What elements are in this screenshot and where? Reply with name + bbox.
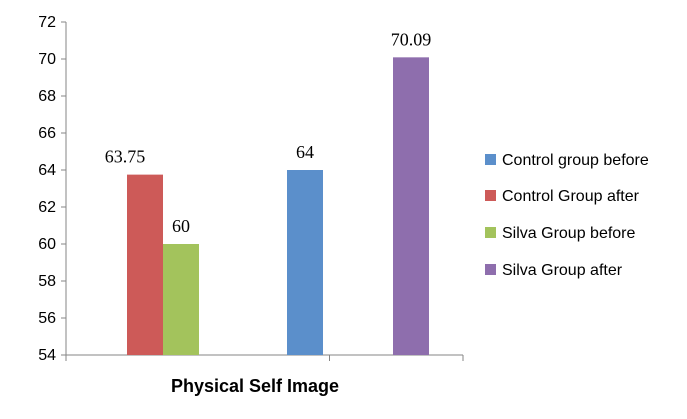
y-tick-label: 54 bbox=[38, 347, 56, 364]
bar-silva-group-after bbox=[393, 57, 429, 356]
legend-swatch bbox=[485, 154, 496, 165]
data-label: 64 bbox=[296, 142, 314, 162]
y-tick-label: 68 bbox=[38, 88, 56, 105]
x-category-label: Physical Self Image bbox=[171, 376, 339, 396]
y-tick-label: 64 bbox=[38, 162, 56, 179]
y-tick-label: 70 bbox=[38, 51, 56, 68]
y-tick-label: 60 bbox=[38, 236, 56, 253]
legend-swatch bbox=[485, 190, 496, 201]
y-tick-label: 66 bbox=[38, 125, 56, 142]
legend-label: Silva Group after bbox=[502, 262, 623, 279]
data-label: 60 bbox=[172, 216, 190, 236]
legend-swatch bbox=[485, 264, 496, 275]
bar-control-group-before bbox=[287, 170, 323, 355]
y-tick-label: 72 bbox=[38, 14, 56, 31]
legend-label: Silva Group before bbox=[502, 225, 636, 242]
legend: Control group before Control Group after S… bbox=[485, 152, 649, 279]
y-tick-label: 58 bbox=[38, 273, 56, 290]
data-labels: 64 63.75 60 70.09 bbox=[105, 29, 432, 236]
data-label: 70.09 bbox=[391, 29, 432, 49]
legend-label: Control Group after bbox=[502, 188, 640, 205]
bar-control-group-after bbox=[127, 174, 163, 355]
legend-label: Control group before bbox=[502, 152, 649, 169]
y-tick-label: 56 bbox=[38, 310, 56, 327]
legend-swatch bbox=[485, 227, 496, 238]
bars bbox=[127, 57, 429, 356]
data-label: 63.75 bbox=[105, 147, 146, 167]
bar-silva-group-before bbox=[163, 244, 199, 355]
y-tick-label: 62 bbox=[38, 199, 56, 216]
